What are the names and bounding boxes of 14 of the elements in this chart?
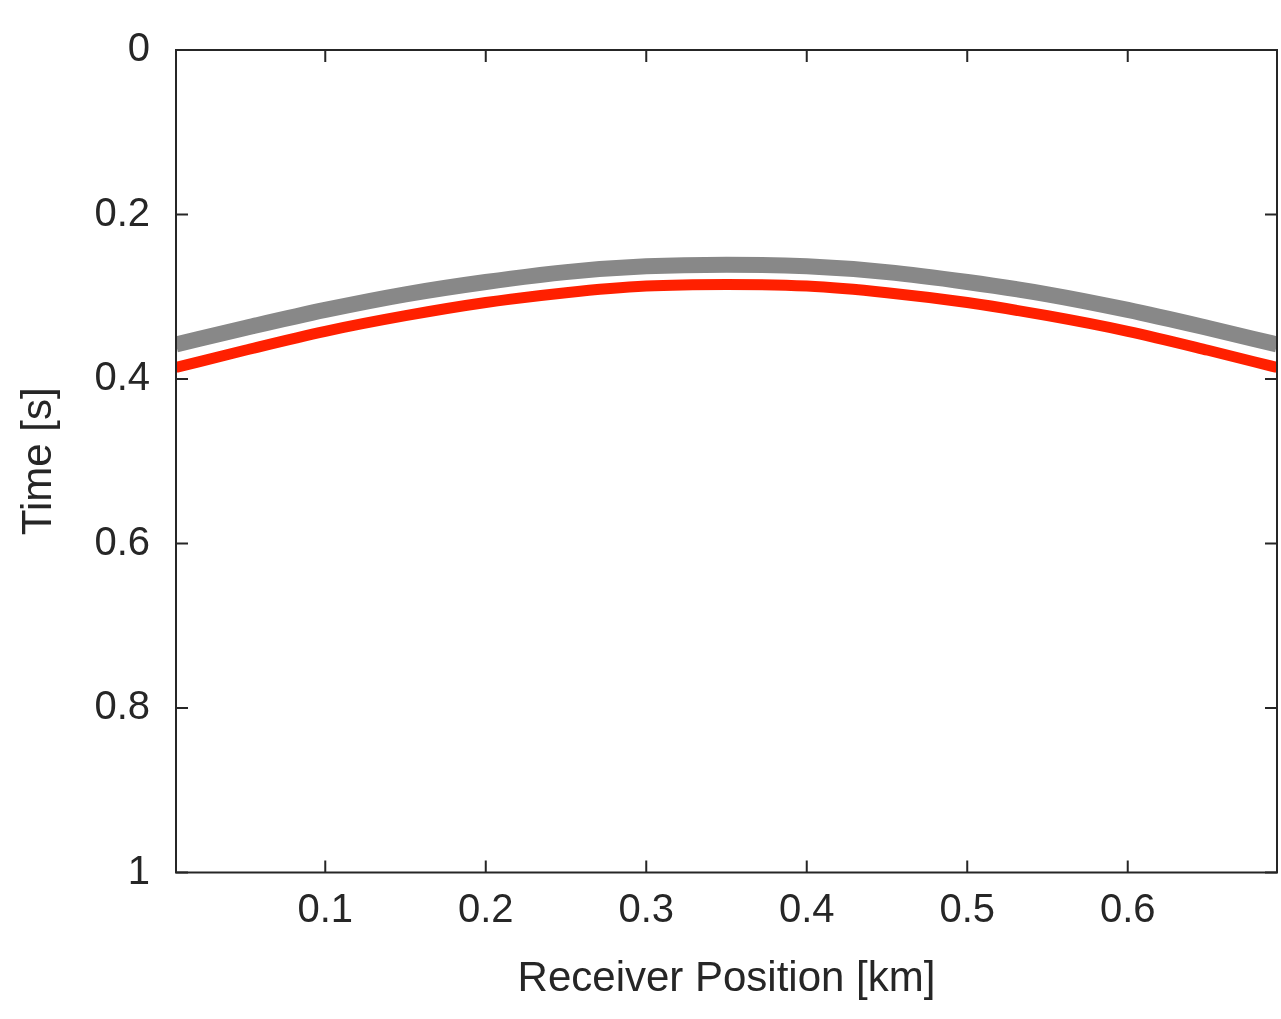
- x-tick-label: 0.6: [1099, 885, 1156, 930]
- x-tick-label: 0.2: [457, 885, 514, 930]
- y-tick-label: 0: [127, 25, 151, 70]
- x-tick-label: 0.5: [939, 885, 996, 930]
- x-tick-label: 0.3: [618, 885, 675, 930]
- y-tick-label: 0.4: [94, 354, 151, 399]
- y-tick-label: 0.2: [94, 189, 151, 234]
- x-axis-title: Receiver Position [km]: [517, 953, 936, 1001]
- x-tick-label: 0.4: [778, 885, 835, 930]
- y-tick-label: 1: [127, 847, 151, 892]
- y-axis-title: Time [s]: [12, 387, 60, 536]
- x-tick-label: 0.1: [297, 885, 354, 930]
- y-tick-label: 0.6: [94, 518, 151, 563]
- y-tick-label: 0.8: [94, 683, 151, 728]
